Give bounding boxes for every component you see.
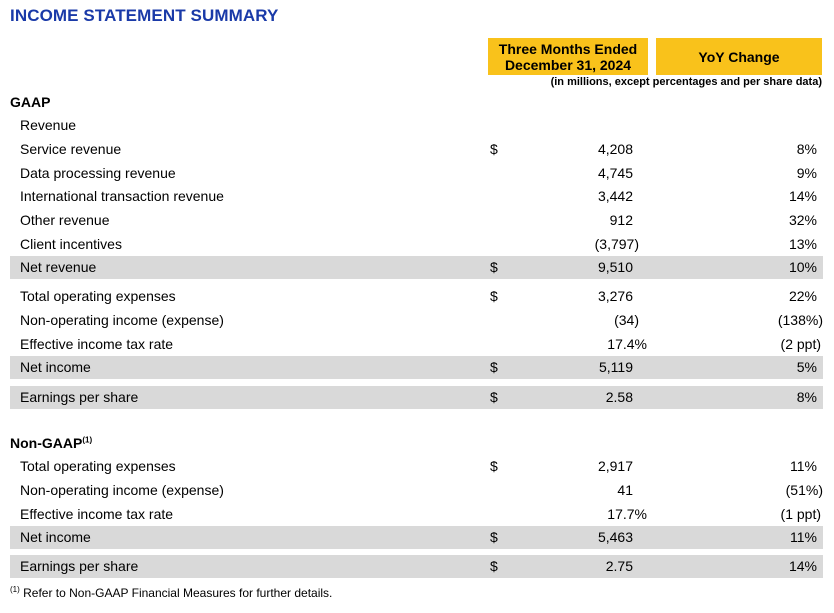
currency-symbol: $	[490, 359, 498, 375]
row-value: 17.4%	[607, 336, 647, 352]
footnote-text: Refer to Non-GAAP Financial Measures for…	[23, 586, 333, 600]
row-value: 9,510	[597, 259, 633, 275]
footnote: (1) Refer to Non-GAAP Financial Measures…	[10, 585, 333, 601]
row-yoy: (2 ppt)	[780, 336, 821, 352]
currency-symbol: $	[490, 558, 498, 574]
page-title: INCOME STATEMENT SUMMARY	[10, 6, 279, 25]
row-value: 3,276	[597, 288, 633, 304]
row-label: Net income	[20, 529, 91, 545]
table-row: Earnings per share $ 2.75 14%	[10, 555, 823, 578]
table-row: Revenue	[10, 114, 823, 137]
row-value: 3,442	[597, 188, 633, 204]
row-value: 4,208	[597, 141, 633, 157]
row-value: 5,463	[597, 529, 633, 545]
row-yoy: 22%	[788, 288, 817, 304]
non-gaap-section-title: Non-GAAP(1)	[10, 435, 92, 451]
gaap-section-title: GAAP	[10, 94, 51, 110]
table-row: Net income $ 5,119 5%	[10, 356, 823, 379]
row-value: (34)	[614, 312, 639, 328]
table-row: Other revenue 912 32%	[10, 209, 823, 232]
row-yoy: 10%	[788, 259, 817, 275]
table-row: Non-operating income (expense) 41 (51%)	[10, 479, 823, 502]
row-value: (3,797)	[594, 236, 639, 252]
row-yoy: 11%	[790, 458, 817, 474]
row-yoy: 8%	[796, 389, 817, 405]
currency-symbol: $	[490, 529, 498, 545]
row-value: 2,917	[597, 458, 633, 474]
row-label: Non-operating income (expense)	[20, 482, 224, 498]
row-yoy: (1 ppt)	[780, 506, 821, 522]
table-row: Non-operating income (expense) (34) (138…	[10, 309, 823, 332]
row-yoy: 13%	[788, 236, 817, 252]
row-label: Client incentives	[20, 236, 122, 252]
yoy-header: YoY Change	[656, 38, 822, 75]
row-yoy: 11%	[790, 529, 817, 545]
row-label: Earnings per share	[20, 558, 139, 574]
table-row: Earnings per share $ 2.58 8%	[10, 386, 823, 409]
table-row: Client incentives (3,797) 13%	[10, 233, 823, 256]
table-row: Data processing revenue 4,745 9%	[10, 162, 823, 185]
row-yoy: (51%)	[785, 482, 823, 498]
row-label: Effective income tax rate	[20, 506, 174, 522]
row-value: 2.58	[605, 389, 633, 405]
row-value: 912	[609, 212, 633, 228]
row-yoy: (138%)	[777, 312, 823, 328]
table-row: Net revenue $ 9,510 10%	[10, 256, 823, 279]
row-label: Non-operating income (expense)	[20, 312, 224, 328]
row-label: Data processing revenue	[20, 165, 176, 181]
row-value: 4,745	[597, 165, 633, 181]
table-row: Effective income tax rate 17.7% (1 ppt)	[10, 503, 823, 526]
currency-symbol: $	[490, 389, 498, 405]
table-row: Effective income tax rate 17.4% (2 ppt)	[10, 333, 823, 356]
footnote-marker: (1)	[82, 435, 93, 445]
row-label: Earnings per share	[20, 389, 139, 405]
table-row: International transaction revenue 3,442 …	[10, 185, 823, 208]
currency-symbol: $	[490, 141, 498, 157]
currency-symbol: $	[490, 458, 498, 474]
row-label: Net income	[20, 359, 91, 375]
table-row: Net income $ 5,463 11%	[10, 526, 823, 549]
row-label: Total operating expenses	[20, 288, 176, 304]
row-yoy: 9%	[796, 165, 817, 181]
footnote-marker: (1)	[10, 585, 20, 594]
row-label: Effective income tax rate	[20, 336, 174, 352]
row-value: 17.7%	[607, 506, 647, 522]
currency-symbol: $	[490, 259, 498, 275]
row-label: Service revenue	[20, 141, 122, 157]
non-gaap-label: Non-GAAP	[10, 435, 83, 451]
table-row: Total operating expenses $ 3,276 22%	[10, 285, 823, 308]
row-yoy: 5%	[796, 359, 817, 375]
row-value: 41	[617, 482, 633, 498]
period-header-line1: Three Months Ended	[498, 40, 638, 57]
period-header: Three Months Ended December 31, 2024	[488, 38, 648, 75]
period-header-line2: December 31, 2024	[504, 56, 632, 73]
row-label: Net revenue	[20, 259, 97, 275]
row-yoy: 32%	[788, 212, 817, 228]
table-row: Total operating expenses $ 2,917 11%	[10, 455, 823, 478]
row-label: International transaction revenue	[20, 188, 224, 204]
table-row: Service revenue $ 4,208 8%	[10, 138, 823, 161]
row-yoy: 8%	[796, 141, 817, 157]
currency-symbol: $	[490, 288, 498, 304]
row-label: Total operating expenses	[20, 458, 176, 474]
row-value: 5,119	[599, 359, 633, 375]
row-label: Revenue	[20, 117, 77, 133]
row-label: Other revenue	[20, 212, 110, 228]
row-value: 2.75	[605, 558, 633, 574]
units-note: (in millions, except percentages and per…	[550, 76, 822, 88]
row-yoy: 14%	[788, 188, 817, 204]
row-yoy: 14%	[788, 558, 817, 574]
